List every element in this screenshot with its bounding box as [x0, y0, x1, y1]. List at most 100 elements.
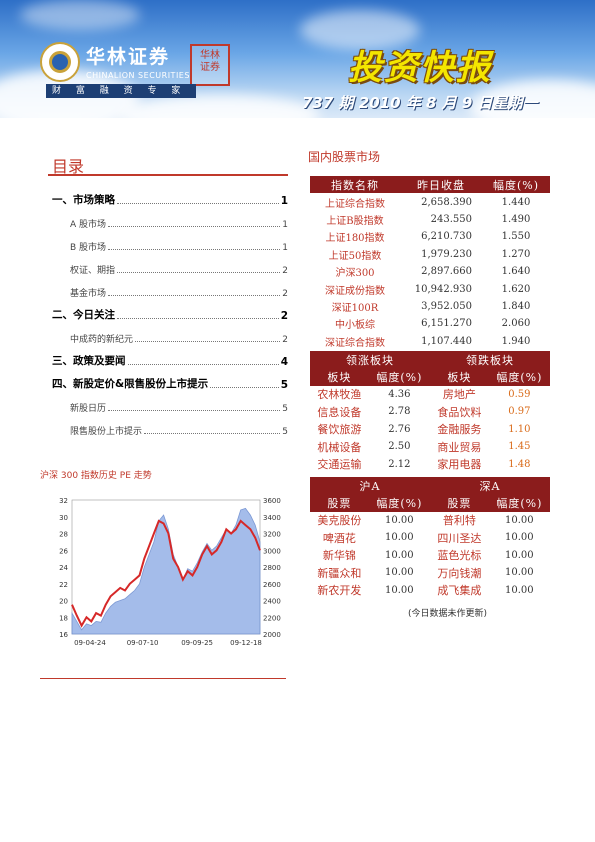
sz-stock-change: 10.00 [505, 532, 534, 544]
index-close: 6,210.730 [421, 231, 472, 243]
gainer-change: 2.50 [388, 441, 411, 453]
stock-table-subheader: 股票 幅度(%) 股票 幅度(%) [310, 494, 550, 512]
toc-item-label: 基金市场 [70, 289, 107, 299]
toc-leader-dots [144, 433, 281, 434]
index-close: 2,897.660 [421, 266, 472, 278]
index-name: 中小板综 [335, 320, 375, 332]
company-logo-icon [40, 42, 80, 82]
toc-page-number: 1 [280, 195, 288, 207]
sz-stock-change: 10.00 [505, 584, 534, 596]
brand-name-cn: 华林证券 [86, 46, 171, 68]
table-row: 深证综合指数 1,107.440 1.940 [310, 333, 550, 350]
table-row: 新疆众和 10.00 万向钱潮 10.00 [310, 564, 550, 581]
issue-date: 737 期 2010 年 8 月 9 日星期一 [302, 94, 538, 112]
toc-page-number: 5 [282, 427, 288, 437]
toc-page-number: 2 [280, 310, 288, 322]
y-left-tick-label: 28 [59, 531, 68, 539]
toc-item[interactable]: 基金市场 2 [52, 276, 288, 299]
stock-table-header: 沪A 深A [310, 477, 550, 495]
toc-item[interactable]: 限售股份上市提示 5 [52, 414, 288, 437]
toc-item-label: 三、政策及要闻 [52, 355, 126, 367]
column-header: 股票 [310, 494, 369, 512]
index-name: 上证50指数 [328, 250, 382, 262]
gainer-change: 2.12 [388, 458, 411, 470]
chart-title: 沪深 300 指数历史 PE 走势 [40, 471, 152, 481]
table-row: 上证综合指数 2,658.390 1.440 [310, 193, 550, 210]
loser-sector: 商业贸易 [437, 440, 482, 454]
y-left-tick-label: 18 [59, 614, 68, 622]
data-note: (今日数据未作更新) [408, 609, 488, 619]
toc-item[interactable]: 四、新股定价&限售股份上市提示 5 [52, 368, 288, 391]
y-left-tick-label: 30 [59, 514, 68, 522]
loser-sector: 金融服务 [437, 423, 482, 437]
index-change: 1.840 [501, 300, 531, 312]
market-section-title: 国内股票市场 [308, 150, 381, 164]
table-row: 上证180指数 6,210.730 1.550 [310, 228, 550, 245]
toc-item[interactable]: 二、今日关注 2 [52, 299, 288, 322]
index-table: 指数名称 昨日收盘 幅度(%) 上证综合指数 2,658.390 1.440 上证B股… [310, 176, 550, 350]
y-left-tick-label: 20 [59, 598, 68, 606]
sz-stock-name: 四川圣达 [437, 531, 482, 545]
toc-leader-dots [117, 318, 279, 319]
toc-leader-dots [135, 341, 281, 342]
table-of-contents: 一、市场策略 1 A 股市场 1 B 股市场 1 权证、期指 2 基金市场 2 二、今日关注 2 中成药… [52, 184, 288, 437]
x-tick-label: 09-12-18 [230, 639, 262, 647]
toc-leader-dots [108, 226, 281, 227]
sh-stock-change: 10.00 [385, 584, 414, 596]
index-name: 上证180指数 [325, 233, 385, 245]
toc-item[interactable]: 一、市场策略 1 [52, 184, 288, 207]
sh-stock-name: 啤酒花 [322, 531, 356, 545]
sz-stock-name: 蓝色光标 [437, 549, 482, 563]
gainer-sector: 机械设备 [317, 440, 362, 454]
toc-leader-dots [117, 272, 281, 273]
loser-sector: 家用电器 [437, 458, 482, 472]
column-header: 板块 [310, 368, 369, 386]
toc-item[interactable]: 权证、期指 2 [52, 253, 288, 276]
column-header: 幅度(%) [488, 368, 550, 386]
toc-item[interactable]: A 股市场 1 [52, 207, 288, 230]
y-right-tick-label: 2800 [263, 564, 281, 572]
sz-stock-change: 10.00 [505, 567, 534, 579]
index-close: 243.550 [430, 213, 472, 225]
sh-stock-change: 10.00 [385, 532, 414, 544]
toc-title: 目录 [52, 157, 85, 176]
column-header: 指数名称 [310, 176, 400, 194]
toc-item[interactable]: 中成药的新纪元 2 [52, 322, 288, 345]
cloud-decoration [300, 10, 420, 50]
column-header: 沪A [310, 477, 430, 495]
column-header: 幅度(%) [368, 494, 430, 512]
index-close: 1,979.230 [421, 248, 472, 260]
column-header: 领涨板块 [310, 351, 430, 369]
index-change: 1.270 [501, 248, 531, 260]
sz-stock-name: 普利特 [442, 514, 476, 528]
toc-item-label: 中成药的新纪元 [70, 335, 134, 345]
column-header: 幅度(%) [488, 494, 550, 512]
toc-page-number: 2 [282, 266, 288, 276]
cloud-decoration [20, 0, 140, 30]
toc-item[interactable]: 新股日历 5 [52, 391, 288, 414]
seal-stamp: 华林证券 [190, 44, 230, 86]
toc-divider [48, 174, 288, 176]
index-name: 上证综合指数 [325, 198, 385, 210]
index-change: 1.490 [501, 213, 531, 225]
toc-item[interactable]: B 股市场 1 [52, 230, 288, 253]
y-right-tick-label: 2600 [263, 581, 281, 589]
column-header: 昨日收盘 [400, 176, 482, 194]
index-change: 1.620 [501, 283, 531, 295]
gainer-sector: 信息设备 [317, 405, 362, 419]
index-change: 1.940 [501, 335, 531, 347]
toc-leader-dots [108, 410, 281, 411]
toc-item[interactable]: 三、政策及要闻 4 [52, 345, 288, 368]
gainer-change: 4.36 [388, 388, 411, 400]
index-table-header: 指数名称 昨日收盘 幅度(%) [310, 176, 550, 194]
table-row: 沪深300 2,897.660 1.640 [310, 263, 550, 280]
table-row: 信息设备 2.78 食品饮料 0.97 [310, 403, 550, 420]
loser-change: 1.10 [508, 423, 531, 435]
y-right-tick-label: 3200 [263, 531, 281, 539]
index-close: 10,942.930 [414, 283, 472, 295]
index-close: 6,151.270 [421, 318, 472, 330]
index-name: 沪深300 [335, 268, 375, 280]
seal-text: 华林证券 [200, 50, 220, 73]
y-left-tick-label: 22 [59, 581, 68, 589]
toc-item-label: A 股市场 [70, 220, 107, 230]
